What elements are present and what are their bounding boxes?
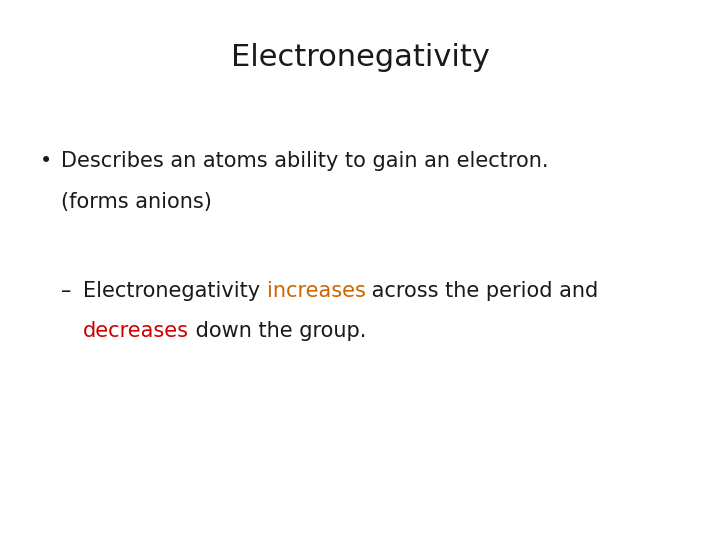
Text: –: – xyxy=(61,281,71,301)
Text: Electronegativity: Electronegativity xyxy=(230,43,490,72)
Text: decreases: decreases xyxy=(83,321,189,341)
Text: Describes an atoms ability to gain an electron.: Describes an atoms ability to gain an el… xyxy=(61,151,549,171)
Text: (forms anions): (forms anions) xyxy=(61,192,212,212)
Text: increases: increases xyxy=(266,281,366,301)
Text: down the group.: down the group. xyxy=(189,321,366,341)
Text: •: • xyxy=(40,151,52,171)
Text: across the period and: across the period and xyxy=(366,281,598,301)
Text: Electronegativity: Electronegativity xyxy=(83,281,266,301)
